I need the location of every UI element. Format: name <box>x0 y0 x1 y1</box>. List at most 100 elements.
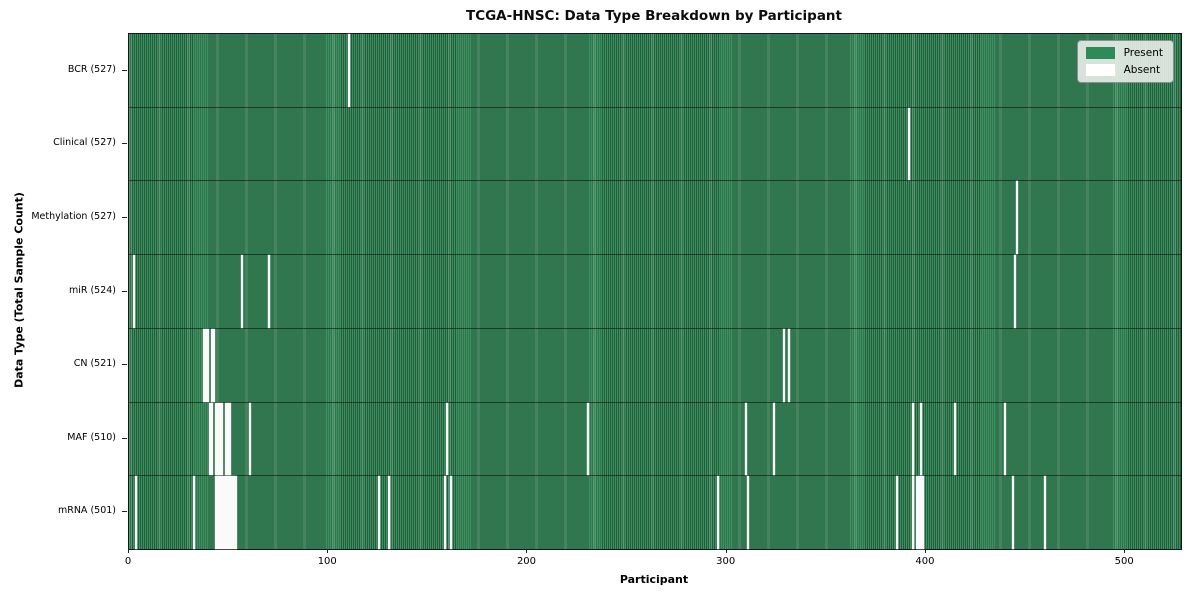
absent-mark <box>716 476 719 550</box>
absent-mark <box>202 328 205 402</box>
x-axis-label: Participant <box>619 573 689 586</box>
absent-mark <box>1013 255 1016 328</box>
absent-mark <box>788 328 791 402</box>
absent-mark <box>1011 476 1014 550</box>
absent-mark <box>921 476 924 550</box>
x-tick-mark <box>924 549 926 553</box>
absent-mark <box>744 402 747 476</box>
y-tick-label: CN (521) <box>73 358 116 370</box>
y-tick-label: mRNA (501) <box>57 505 116 517</box>
absent-mark <box>210 328 213 402</box>
absent-mark <box>212 328 215 402</box>
y-tick-mark <box>122 511 127 513</box>
absent-mark <box>746 476 749 550</box>
absent-mark <box>378 476 381 550</box>
absent-mark <box>896 476 899 550</box>
heatmap-row-mrna <box>129 476 1181 550</box>
y-tick-label: BCR (527) <box>67 63 116 75</box>
absent-mark <box>192 476 195 550</box>
absent-mark <box>134 476 137 550</box>
absent-mark <box>443 476 446 550</box>
y-tick-label: MAF (510) <box>67 431 116 443</box>
heatmap-row-cn <box>129 328 1181 403</box>
absent-mark <box>918 476 920 550</box>
absent-mark <box>445 402 448 476</box>
heatmap-row-bcr <box>129 34 1181 108</box>
absent-mark <box>912 402 915 476</box>
legend-label: Present <box>1123 47 1163 59</box>
x-tick-label: 200 <box>516 556 537 567</box>
absent-mark <box>587 402 590 476</box>
absent-mark <box>953 402 956 476</box>
absent-mark <box>772 402 775 476</box>
absent-mark <box>240 255 243 328</box>
heatmap-row-maf <box>129 402 1181 477</box>
absent-mark <box>916 476 918 550</box>
x-tick-label: 500 <box>1114 556 1134 567</box>
plot-area: Present Absent <box>128 33 1182 550</box>
y-tick-mark <box>122 69 127 71</box>
chart-title: TCGA-HNSC: Data Type Breakdown by Partic… <box>465 8 842 24</box>
absent-mark <box>206 328 209 402</box>
y-tick-mark <box>122 143 127 145</box>
absent-mark <box>232 476 235 550</box>
absent-mark <box>214 402 217 476</box>
absent-mark <box>210 402 213 476</box>
absent-mark <box>204 328 207 402</box>
x-tick-label: 400 <box>915 556 935 567</box>
absent-mark <box>919 402 922 476</box>
x-tick-label: 100 <box>317 556 337 567</box>
absent-mark <box>268 255 271 328</box>
absent-mark <box>348 34 351 107</box>
absent-mark <box>216 402 219 476</box>
absent-mark <box>226 476 229 550</box>
absent-mark <box>234 476 237 550</box>
y-tick-label: Clinical (527) <box>53 137 116 149</box>
absent-mark <box>912 476 915 550</box>
absent-mark <box>1043 476 1046 550</box>
absent-mark <box>132 255 135 328</box>
legend-item-present: Present <box>1085 47 1163 59</box>
absent-mark <box>1015 181 1018 255</box>
absent-mark <box>388 476 390 550</box>
absent-mark <box>220 476 223 550</box>
absent-mark <box>218 402 221 476</box>
y-tick-mark <box>122 290 127 292</box>
y-axis-tick-labels: BCR (527) Clinical (527) Methylation (527)… <box>0 33 128 548</box>
absent-mark <box>248 402 251 476</box>
x-tick-label: 0 <box>124 556 132 567</box>
y-tick-mark <box>122 364 127 366</box>
x-tick-mark <box>1124 549 1126 553</box>
x-axis-ticks: 0 100 200 300 400 500 <box>124 549 1180 579</box>
absent-mark <box>226 402 229 476</box>
legend-swatch-absent <box>1085 64 1115 76</box>
heatmap-row-methylation <box>129 181 1181 256</box>
absent-mark <box>222 476 225 550</box>
legend: Present Absent <box>1076 40 1174 83</box>
absent-mark <box>230 476 233 550</box>
legend-label: Absent <box>1123 64 1161 76</box>
y-tick-mark <box>122 216 127 218</box>
absent-mark <box>449 476 452 550</box>
absent-mark <box>216 476 219 550</box>
absent-mark <box>218 476 221 550</box>
absent-mark <box>214 476 217 550</box>
legend-item-absent: Absent <box>1085 64 1163 76</box>
absent-mark <box>228 402 231 476</box>
heatmap-row-clinical <box>129 107 1181 182</box>
legend-swatch-present <box>1085 47 1115 59</box>
y-tick-label: miR (524) <box>68 284 116 296</box>
absent-mark <box>224 402 227 476</box>
absent-mark <box>1003 402 1006 476</box>
x-tick-label: 300 <box>716 556 736 567</box>
y-tick-mark <box>122 437 127 439</box>
x-tick-mark <box>526 549 528 553</box>
x-tick-mark <box>128 549 129 553</box>
absent-mark <box>782 328 785 402</box>
absent-mark <box>224 476 227 550</box>
heatmap-rows <box>129 34 1181 550</box>
absent-mark <box>208 402 211 476</box>
x-tick-mark <box>725 549 727 553</box>
heatmap-row-mir <box>129 255 1181 329</box>
